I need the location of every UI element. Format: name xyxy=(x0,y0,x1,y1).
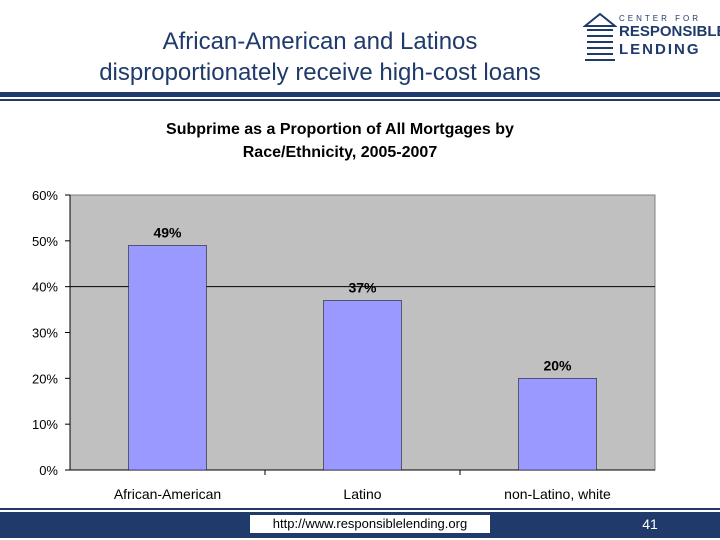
category-label: African-American xyxy=(114,486,221,502)
y-tick-label: 30% xyxy=(32,326,58,341)
header-rule xyxy=(0,92,720,97)
logo-text-lending: LENDING xyxy=(619,41,701,58)
page-number: 41 xyxy=(642,516,658,532)
category-label: Latino xyxy=(343,486,381,502)
data-label: 49% xyxy=(153,224,182,240)
bar-2 xyxy=(518,378,597,471)
y-tick-label: 40% xyxy=(32,280,58,295)
slide-title-line2: disproportionately receive high-cost loa… xyxy=(99,59,541,86)
y-tick-label: 0% xyxy=(39,463,58,478)
chart-title-line2: Race/Ethnicity, 2005-2007 xyxy=(242,144,438,161)
slide-title-line1: African-American and Latinos xyxy=(162,28,478,55)
y-tick-label: 10% xyxy=(32,417,58,432)
y-tick-label: 60% xyxy=(32,188,58,203)
y-tick-label: 50% xyxy=(32,234,58,249)
slide-title: African-American and Latinos disproporti… xyxy=(20,26,620,88)
data-label: 20% xyxy=(543,357,572,373)
category-label: non-Latino, white xyxy=(504,486,611,502)
footer-url[interactable]: http://www.responsiblelending.org xyxy=(250,515,490,533)
logo-text-responsible: RESPONSIBLE xyxy=(619,23,720,40)
bar-chart: 0% 10% 20% 30% 40% 50% 60% 49% African-American 3… xyxy=(32,188,656,502)
chart-title-line1: Subprime as a Proportion of All Mortgage… xyxy=(166,121,514,138)
bar-0 xyxy=(128,245,207,471)
footer-rule xyxy=(0,508,720,510)
data-label: 37% xyxy=(348,279,377,295)
building-icon xyxy=(583,12,617,61)
crl-logo: CENTER FOR RESPONSIBLE LENDING xyxy=(583,12,720,64)
y-tick-label: 20% xyxy=(32,371,58,386)
chart-title: Subprime as a Proportion of All Mortgage… xyxy=(130,118,550,164)
logo-text-center-for: CENTER FOR xyxy=(619,14,701,23)
bar-1 xyxy=(323,300,402,471)
header-rule-thin xyxy=(0,99,720,101)
